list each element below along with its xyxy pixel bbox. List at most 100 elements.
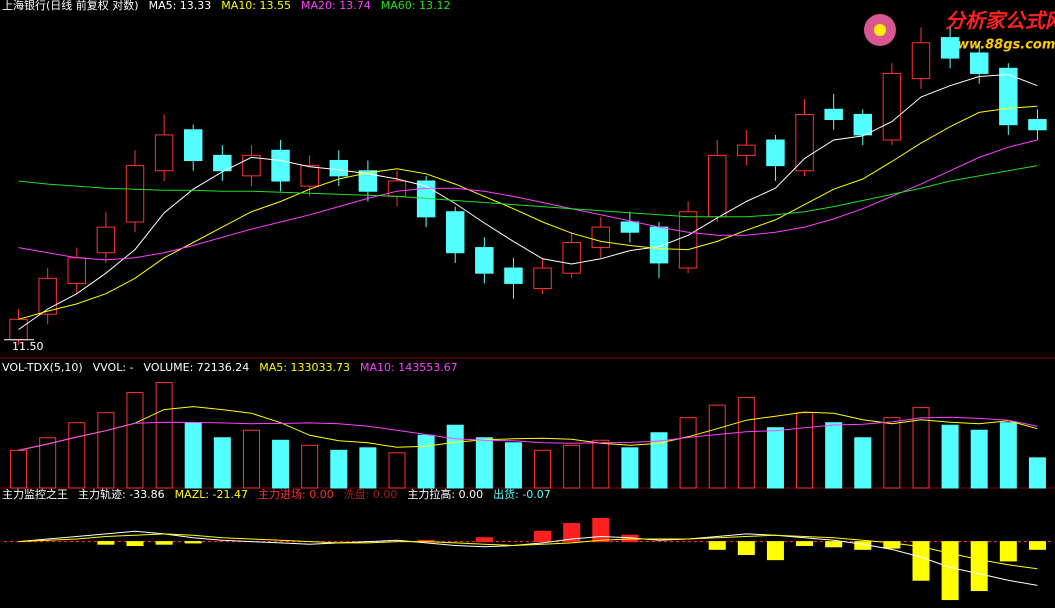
bar	[475, 437, 493, 489]
candle-body	[940, 37, 960, 59]
bar	[592, 439, 610, 489]
candle-body	[533, 267, 552, 290]
bar	[999, 422, 1017, 489]
bar	[534, 530, 552, 543]
candle-body	[737, 144, 756, 156]
bar	[650, 432, 668, 489]
bar	[155, 541, 173, 545]
bar	[184, 541, 202, 544]
candle-body	[911, 42, 931, 80]
bar	[708, 541, 726, 550]
bar	[126, 392, 144, 489]
bar	[97, 412, 115, 489]
header-label: 上海银行(日线 前复权 对数)	[2, 0, 139, 12]
candle-body	[358, 170, 378, 192]
candle-body	[9, 318, 28, 341]
bar	[272, 439, 290, 489]
bar	[388, 452, 406, 489]
header-label: MA5: 133033.73	[259, 361, 350, 374]
bar	[10, 449, 28, 489]
candle-body	[38, 277, 57, 315]
header-label: MAZL: -21.47	[175, 488, 248, 501]
candle-body	[882, 72, 902, 141]
low-label: 11.50	[12, 340, 44, 353]
bar	[1028, 541, 1046, 550]
bar	[184, 422, 202, 489]
header-label: 主力轨迹: -33.86	[78, 487, 165, 501]
bar	[446, 424, 464, 489]
header-label: MA10: 143553.67	[360, 361, 458, 374]
bar	[854, 437, 872, 489]
candle-body	[999, 67, 1018, 126]
bar	[213, 437, 231, 489]
bar	[97, 541, 115, 545]
ma-line	[18, 105, 1038, 320]
bar	[475, 537, 493, 543]
candle-body	[678, 211, 698, 269]
bar	[883, 541, 901, 549]
bar	[999, 541, 1017, 562]
bar	[796, 412, 814, 489]
bar	[941, 541, 959, 601]
bar	[679, 417, 697, 489]
bar	[563, 523, 581, 543]
candle-body	[213, 154, 232, 172]
ma-line	[18, 406, 1038, 451]
candle-body	[853, 113, 873, 136]
candle-body	[562, 241, 581, 274]
header-label: 主力监控之王	[2, 487, 68, 501]
bar	[941, 424, 959, 489]
candle-body	[271, 149, 290, 182]
candle-body	[824, 108, 843, 121]
candle-body	[387, 180, 407, 197]
bar	[825, 541, 843, 548]
bar	[970, 429, 988, 489]
bar	[1028, 457, 1046, 489]
candle-body	[591, 226, 611, 249]
bar	[883, 417, 901, 489]
bar	[534, 449, 552, 489]
bar	[563, 444, 581, 489]
candle-body	[242, 154, 261, 177]
bar	[737, 541, 755, 555]
ma-line	[18, 139, 1038, 261]
bar	[39, 437, 57, 489]
header-label: 主力进场: 0.00	[258, 487, 334, 501]
bar	[825, 422, 843, 489]
logo-flower-center	[874, 24, 886, 36]
candle-body	[707, 154, 727, 218]
candle-body	[67, 257, 87, 284]
bar	[708, 404, 726, 489]
candle-body	[766, 139, 785, 167]
candle-body	[154, 134, 174, 172]
bar	[970, 541, 988, 592]
candle-body	[504, 267, 523, 284]
bar	[155, 382, 173, 489]
candle-body	[1028, 119, 1047, 131]
ma-line	[18, 73, 1038, 330]
logo-url: www.88gs.com	[945, 38, 1055, 53]
bar	[621, 447, 639, 489]
candle-body	[620, 221, 640, 233]
header-label: MA5: 13.33	[149, 0, 212, 12]
header-label: VOLUME: 72136.24	[144, 361, 250, 374]
candle-body	[475, 247, 494, 274]
candle-body	[329, 160, 349, 177]
header-label: MA20: 13.74	[301, 0, 371, 12]
ma-line	[18, 416, 1038, 451]
header-label: MA60: 13.12	[381, 0, 451, 12]
bar	[126, 541, 144, 546]
bar	[737, 397, 755, 489]
candle-body	[445, 211, 465, 254]
candle-body	[649, 226, 669, 264]
bar	[796, 541, 814, 546]
bar	[504, 442, 522, 489]
header-label: VOL-TDX(5,10)	[2, 361, 83, 374]
bar	[301, 444, 319, 489]
bar	[330, 449, 348, 489]
header-label: VVOL: -	[93, 361, 134, 374]
candle-body	[969, 52, 989, 74]
bar	[242, 429, 260, 489]
